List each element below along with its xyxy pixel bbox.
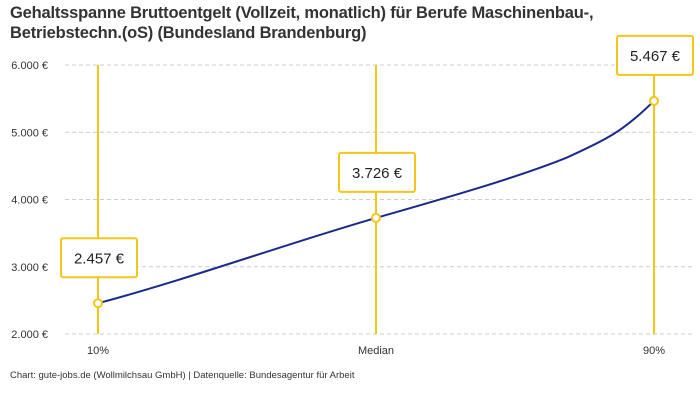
x-tick-label: 10% — [87, 345, 109, 357]
y-tick-label: 4.000 € — [11, 195, 48, 207]
chart-title: Gehaltsspanne Bruttoentgelt (Vollzeit, m… — [10, 4, 594, 42]
x-tick-label: 90% — [643, 345, 665, 357]
data-label: 5.467 € — [630, 48, 681, 65]
data-label-box — [60, 237, 138, 279]
data-label: 3.726 € — [352, 165, 403, 182]
y-tick-label: 5.000 € — [11, 127, 48, 139]
chart-credit: Chart: gute-jobs.de (Wollmilchsau GmbH) … — [10, 370, 355, 381]
y-tick-label: 3.000 € — [11, 262, 48, 274]
data-point — [371, 212, 381, 223]
data-label-box — [338, 151, 416, 193]
data-point — [93, 298, 103, 309]
data-label-box — [616, 34, 694, 76]
data-point — [649, 95, 659, 106]
y-tick-label: 6.000 € — [11, 60, 48, 72]
data-label: 2.457 € — [74, 250, 125, 267]
series-line — [97, 100, 655, 305]
x-tick-label: Median — [358, 345, 394, 357]
y-tick-label: 2.000 € — [11, 329, 48, 341]
